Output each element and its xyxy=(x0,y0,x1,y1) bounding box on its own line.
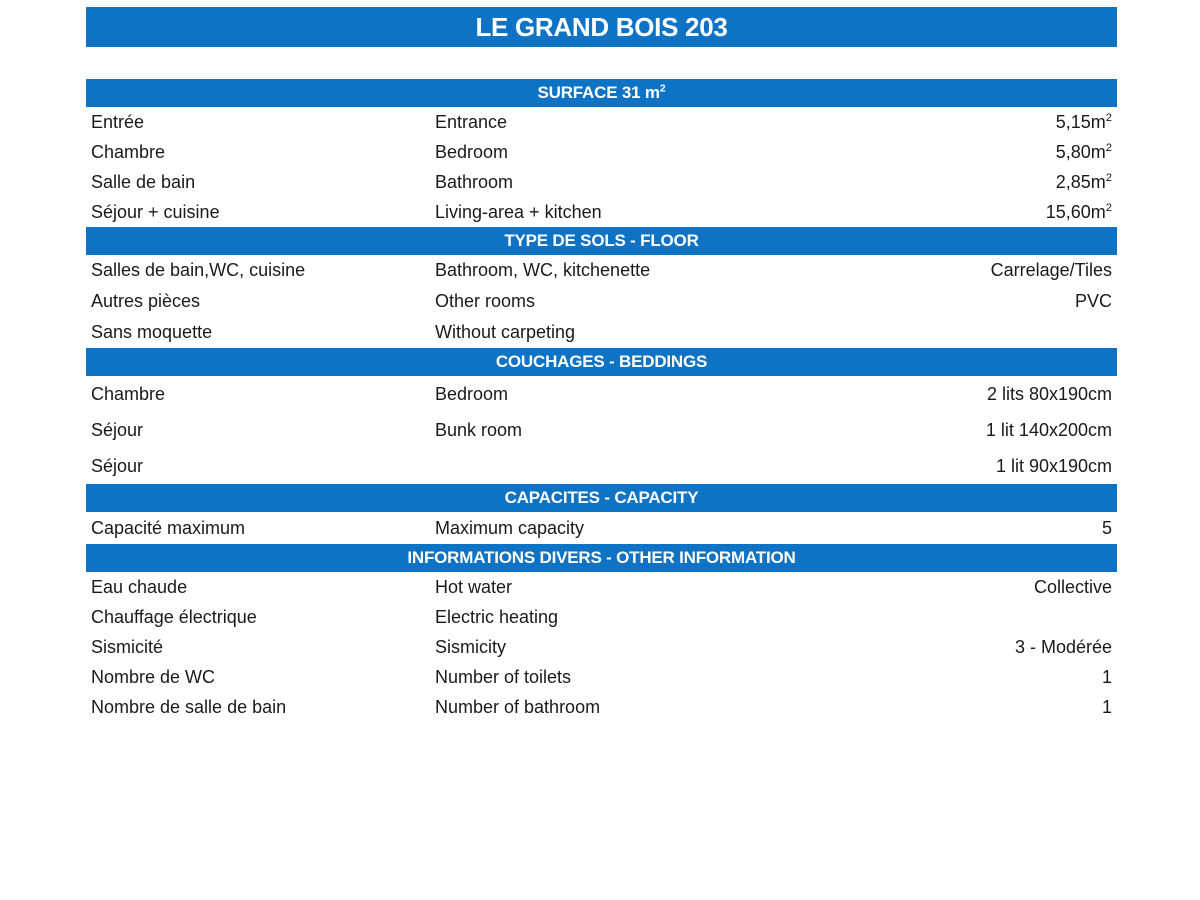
label-fr: Eau chaude xyxy=(91,576,188,597)
section-header-floor: TYPE DE SOLS - FLOOR xyxy=(86,227,1117,255)
info-table: SURFACE 31 m2 Entrée Entrance 5,15m2 Cha… xyxy=(86,79,1117,722)
table-row: Autres pièces Other rooms PVC xyxy=(86,286,1117,317)
row-value: Carrelage/Tiles xyxy=(990,260,1112,280)
label-en: Maximum capacity xyxy=(435,517,585,538)
label-en: Without carpeting xyxy=(435,322,576,342)
table-row: Nombre de WC Number of toilets 1 xyxy=(86,662,1117,692)
table-row: Sismicité Sismicity 3 - Modérée xyxy=(86,632,1117,662)
label-fr: Chauffage électrique xyxy=(91,606,257,627)
label-en: Electric heating xyxy=(435,606,559,627)
section-title: TYPE DE SOLS - FLOOR xyxy=(504,231,699,250)
property-info-sheet: LE GRAND BOIS 203 SURFACE 31 m2 Entrée E… xyxy=(86,7,1117,722)
section-header-beddings: COUCHAGES - BEDDINGS xyxy=(86,348,1117,376)
label-fr: Sismicité xyxy=(91,636,164,657)
table-row: Séjour Bunk room 1 lit 140x200cm xyxy=(86,412,1117,448)
label-en: Bathroom xyxy=(435,171,514,192)
table-row: Salle de bain Bathroom 2,85m2 xyxy=(86,167,1117,197)
row-value: PVC xyxy=(1074,291,1112,311)
label-fr: Nombre de salle de bain xyxy=(91,696,287,717)
label-en: Sismicity xyxy=(435,636,506,657)
label-fr: Séjour xyxy=(91,419,144,440)
label-en: Bedroom xyxy=(435,141,509,162)
row-value: 5,15m2 xyxy=(1055,111,1112,132)
row-value: 1 lit 90x190cm xyxy=(995,455,1112,476)
table-row: Chambre Bedroom 5,80m2 xyxy=(86,137,1117,167)
row-value: 3 - Modérée xyxy=(1014,636,1112,657)
label-en: Hot water xyxy=(435,576,513,597)
label-fr: Séjour + cuisine xyxy=(91,201,220,222)
label-en: Number of bathroom xyxy=(435,696,601,717)
label-fr: Autres pièces xyxy=(91,291,201,311)
section-title: SURFACE 31 m2 xyxy=(537,82,666,102)
label-en: Bunk room xyxy=(435,419,523,440)
table-row: Entrée Entrance 5,15m2 xyxy=(86,107,1117,137)
table-row: Chambre Bedroom 2 lits 80x190cm xyxy=(86,376,1117,412)
label-fr: Chambre xyxy=(91,383,166,404)
superscript: 2 xyxy=(1105,111,1112,124)
row-value: 5 xyxy=(1101,517,1112,538)
label-en: Bedroom xyxy=(435,383,509,404)
table-row: Capacité maximum Maximum capacity 5 xyxy=(86,512,1117,544)
section-title: COUCHAGES - BEDDINGS xyxy=(495,352,708,371)
label-en: Living-area + kitchen xyxy=(435,201,602,222)
title-bar: LE GRAND BOIS 203 xyxy=(86,7,1117,47)
row-value: 2 lits 80x190cm xyxy=(986,383,1112,404)
table-row: Nombre de salle de bain Number of bathro… xyxy=(86,692,1117,722)
table-row: Séjour + cuisine Living-area + kitchen 1… xyxy=(86,197,1117,227)
label-fr: Sans moquette xyxy=(91,322,213,342)
superscript: 2 xyxy=(1105,201,1112,214)
superscript: 2 xyxy=(1105,171,1112,184)
label-fr: Capacité maximum xyxy=(91,517,246,538)
label-fr: Chambre xyxy=(91,141,166,162)
page-title: LE GRAND BOIS 203 xyxy=(475,11,728,42)
table-row: Sans moquette Without carpeting xyxy=(86,317,1117,348)
section-title: CAPACITES - CAPACITY xyxy=(504,488,699,507)
superscript: 2 xyxy=(1105,141,1112,154)
section-header-other-information: INFORMATIONS DIVERS - OTHER INFORMATION xyxy=(86,544,1117,572)
label-fr: Séjour xyxy=(91,455,144,476)
row-value: 2,85m2 xyxy=(1055,171,1112,192)
table-row: Eau chaude Hot water Collective xyxy=(86,572,1117,602)
row-value: 1 xyxy=(1101,666,1112,687)
row-value: 5,80m2 xyxy=(1055,141,1112,162)
label-en: Bathroom, WC, kitchenette xyxy=(435,260,651,280)
label-fr: Nombre de WC xyxy=(91,666,216,687)
table-row: Chauffage électrique Electric heating xyxy=(86,602,1117,632)
label-fr: Entrée xyxy=(91,111,145,132)
section-title: INFORMATIONS DIVERS - OTHER INFORMATION xyxy=(407,548,796,567)
label-en: Number of toilets xyxy=(435,666,572,687)
row-value: 1 xyxy=(1101,696,1112,717)
superscript: 2 xyxy=(659,82,666,95)
label-fr: Salle de bain xyxy=(91,171,196,192)
row-value: Collective xyxy=(1033,576,1112,597)
table-row: Salles de bain,WC, cuisine Bathroom, WC,… xyxy=(86,255,1117,286)
label-fr: Salles de bain,WC, cuisine xyxy=(91,260,306,280)
label-en: Entrance xyxy=(435,111,508,132)
row-value: 1 lit 140x200cm xyxy=(985,419,1112,440)
row-value: 15,60m2 xyxy=(1045,201,1112,222)
section-header-surface: SURFACE 31 m2 xyxy=(86,79,1117,107)
section-header-capacity: CAPACITES - CAPACITY xyxy=(86,484,1117,512)
table-row: Séjour 1 lit 90x190cm xyxy=(86,448,1117,484)
label-en: Other rooms xyxy=(435,291,536,311)
